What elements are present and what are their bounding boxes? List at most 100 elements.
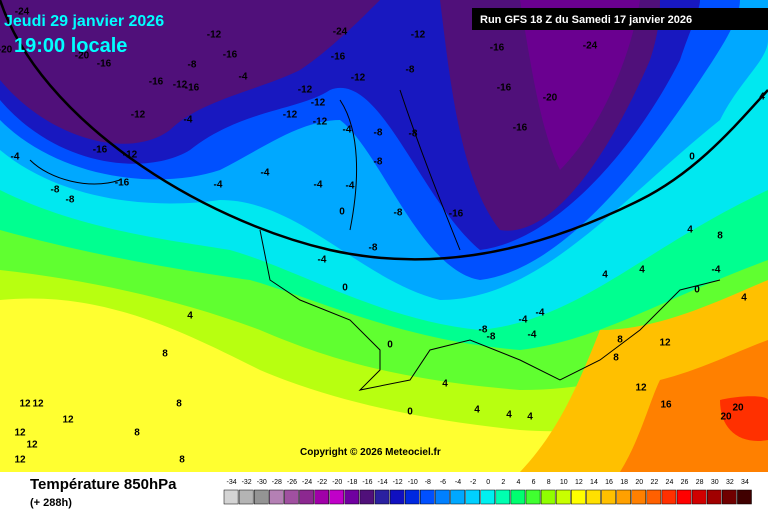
forecast-date: Jeudi 29 janvier 2026 [4,13,164,30]
scale-swatch [284,489,299,505]
contour-label: 12 [62,415,74,426]
contour-label: -4 [712,265,721,276]
contour-label: -24 [583,41,598,52]
contour-label: -4 [314,180,323,191]
contour-label: 12 [19,399,31,410]
scale-swatch [691,489,707,505]
contour-label: 4 [759,92,765,103]
scale-label: -6 [440,479,446,486]
contour-label: 8 [162,349,168,360]
run-info: Run GFS 18 Z du Samedi 17 janvier 2026 [480,14,692,26]
contour-label: -20 [0,45,13,56]
contour-label: 12 [659,338,671,349]
scale-label: 8 [547,479,551,486]
contour-label: 4 [741,293,747,304]
contour-label: -12 [283,110,298,121]
contour-label: 4 [527,412,533,423]
contour-label: -8 [406,65,415,76]
scale-label: -30 [257,479,267,486]
scale-label: 20 [635,479,643,486]
scale-swatch [631,489,647,505]
contour-label: -4 [536,308,545,319]
contour-label: -12 [298,85,313,96]
contour-label: -12 [313,117,328,128]
scale-label: 34 [741,479,749,486]
contour-label: -16 [149,77,164,88]
contour-label: -16 [449,209,464,220]
forecast-time: 19:00 locale [14,35,127,57]
scale-swatch [540,489,556,505]
scale-swatch [737,489,752,505]
scale-label: -28 [272,479,282,486]
contour-label: 0 [342,283,348,294]
scale-swatch [420,489,435,505]
contour-label: -16 [115,178,130,189]
scale-label: -16 [362,479,372,486]
scale-swatch [555,489,571,505]
contour-label: -4 [11,152,20,163]
scale-swatch [223,489,239,505]
contour-label: -8 [66,195,75,206]
contour-label: 12 [14,455,26,466]
scale-label: -26 [287,479,297,486]
contour-label: 12 [26,440,38,451]
contour-label: -12 [173,80,188,91]
contour-label: 8 [179,455,185,466]
contour-label: -8 [369,243,378,254]
contour-label: 4 [187,311,193,322]
contour-label: 0 [694,285,700,296]
scale-label: 18 [620,479,628,486]
scale-label: 14 [590,479,598,486]
contour-label: -16 [497,83,512,94]
scale-label: -10 [408,479,418,486]
contour-label: 16 [660,400,672,411]
contour-label: 8 [717,231,723,242]
scale-label: -18 [347,479,357,486]
contour-label: 4 [506,410,512,421]
run-banner [472,8,768,30]
scale-label: -8 [425,479,431,486]
scale-swatch [404,489,420,505]
variable-title: Température 850hPa [30,476,177,493]
contour-label: -20 [543,93,558,104]
scale-label: -4 [455,479,461,486]
contour-label: 20 [732,403,744,414]
scale-swatch [238,489,254,505]
contour-label: -4 [528,330,537,341]
contour-label: -8 [374,128,383,139]
contour-label: 0 [339,207,345,218]
scale-label: 30 [711,479,719,486]
contour-label: 4 [442,379,448,390]
scale-swatch [435,489,450,505]
scale-label: 16 [605,479,613,486]
scale-label: 28 [696,479,704,486]
contour-label: -8 [479,325,488,336]
contour-label: 4 [474,405,480,416]
map-background [0,0,768,472]
lead-time: (+ 288h) [30,497,72,509]
contour-label: -8 [487,332,496,343]
scale-swatch [450,489,465,505]
contour-label: 4 [687,225,693,236]
scale-label: -14 [377,479,387,486]
scale-swatch [510,489,526,505]
scale-label: 0 [486,479,490,486]
contour-label: -24 [15,7,30,18]
contour-label: -12 [123,150,138,161]
scale-swatch [314,489,329,505]
contour-label: -4 [261,168,270,179]
contour-label: 8 [613,353,619,364]
contour-label: 8 [134,428,140,439]
contour-label: -8 [409,129,418,140]
contour-label: 12 [635,383,647,394]
scale-label: 2 [501,479,505,486]
scale-swatch [616,489,631,505]
contour-label: 8 [176,399,182,410]
contour-label: -8 [374,157,383,168]
contour-label: -8 [394,208,403,219]
contour-label: -16 [97,59,112,70]
scale-label: 26 [681,479,689,486]
scale-label: 10 [560,479,568,486]
scale-swatch [480,489,496,505]
